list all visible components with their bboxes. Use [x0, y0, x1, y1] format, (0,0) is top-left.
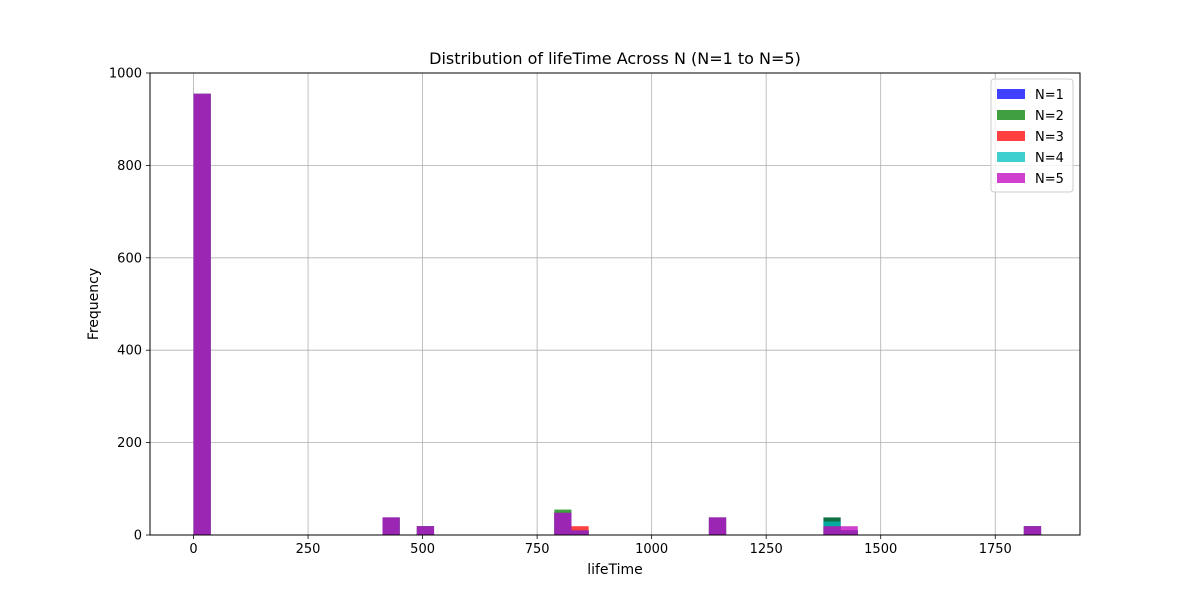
series-N=5	[193, 93, 1042, 535]
bar	[823, 526, 841, 535]
x-tick-label: 1250	[750, 542, 783, 557]
legend-swatch	[997, 131, 1025, 141]
legend-item: N=5	[997, 172, 1064, 187]
legend-frame	[990, 78, 1074, 193]
legend-item: N=3	[997, 130, 1064, 145]
y-tick-label: 200	[117, 436, 142, 451]
x-tick-label: 500	[410, 542, 435, 557]
legend-item: N=2	[997, 109, 1064, 124]
y-tick-label: 0	[134, 529, 142, 544]
bar	[416, 526, 435, 535]
y-tick-label: 400	[117, 344, 142, 359]
histogram-bars	[193, 93, 1042, 535]
x-tick-label: 750	[525, 542, 550, 557]
x-tick-label: 1500	[864, 542, 897, 557]
chart-title: Distribution of lifeTime Across N (N=1 t…	[429, 49, 801, 68]
legend-label: N=1	[1035, 88, 1064, 103]
legend-swatch	[997, 110, 1025, 120]
bar	[193, 93, 211, 535]
bar	[571, 530, 589, 535]
x-tick-label: 0	[189, 542, 197, 557]
y-tick-label: 600	[117, 251, 142, 266]
legend-label: N=4	[1035, 151, 1064, 166]
x-tick-label: 1000	[635, 542, 668, 557]
legend-swatch	[997, 152, 1025, 162]
legend-swatch	[997, 173, 1025, 183]
bar	[840, 526, 858, 535]
legend-swatch	[997, 89, 1025, 99]
bar	[708, 517, 727, 535]
bar	[382, 517, 400, 535]
legend-label: N=3	[1035, 130, 1064, 145]
legend: N=1 N=2 N=3 N=4 N=5	[990, 78, 1074, 193]
x-tick-label: 1750	[979, 542, 1012, 557]
legend-item: N=1	[997, 88, 1064, 103]
legend-label: N=5	[1035, 172, 1064, 187]
y-tick-label: 800	[117, 159, 142, 174]
bar	[554, 512, 572, 535]
y-tick-label: 1000	[109, 67, 142, 82]
y-axis-label: Frequency	[86, 268, 102, 340]
legend-item: N=4	[997, 151, 1064, 166]
axis-ticks: 0 250 500 750 1000 1250 1500 1750 0 200 400 600 800 1…	[109, 67, 1012, 558]
x-axis-label: lifeTime	[587, 562, 643, 578]
x-tick-label: 250	[296, 542, 321, 557]
legend-label: N=2	[1035, 109, 1064, 124]
plot-frame	[149, 72, 1081, 536]
bar	[1023, 526, 1042, 535]
